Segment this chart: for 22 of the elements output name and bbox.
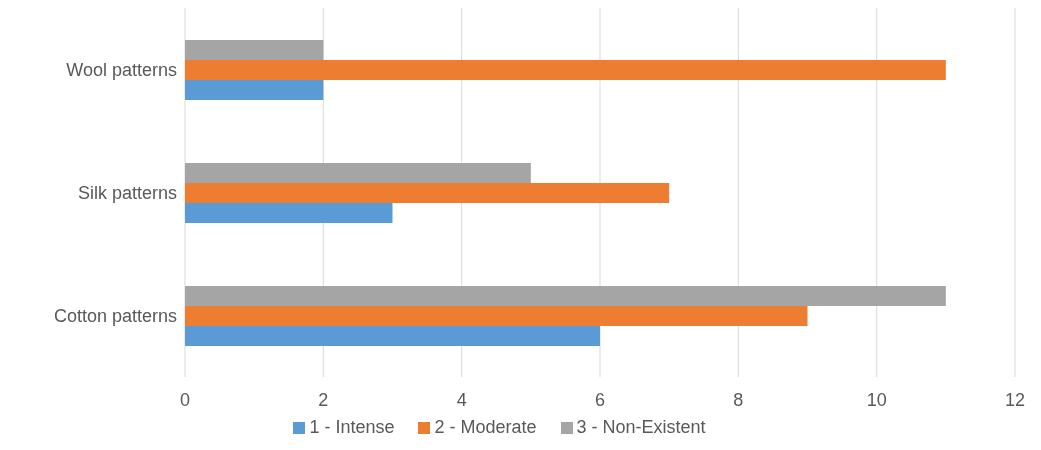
legend-label: 3 - Non-Existent [576, 417, 706, 437]
bar [185, 39, 324, 60]
legend-label: 2 - Moderate [434, 417, 537, 437]
bar [185, 285, 946, 306]
legend-label: 1 - Intense [309, 417, 395, 437]
bar [185, 59, 946, 80]
y-tick-label: Cotton patterns [53, 305, 177, 326]
x-tick-label: 10 [866, 389, 887, 410]
bar [185, 305, 808, 326]
y-tick-label: Silk patterns [77, 182, 177, 203]
bar [185, 182, 670, 203]
x-tick-label: 8 [733, 389, 744, 410]
bar [185, 162, 531, 183]
bar [185, 325, 600, 346]
y-tick-label: Wool patterns [66, 59, 177, 80]
x-tick-label: 0 [179, 389, 191, 410]
x-tick-label: 4 [456, 389, 467, 410]
x-tick-label: 12 [1004, 389, 1026, 410]
x-tick-label: 2 [318, 389, 329, 410]
bar [185, 202, 393, 223]
bar [185, 79, 324, 100]
x-tick-label: 6 [594, 389, 606, 410]
